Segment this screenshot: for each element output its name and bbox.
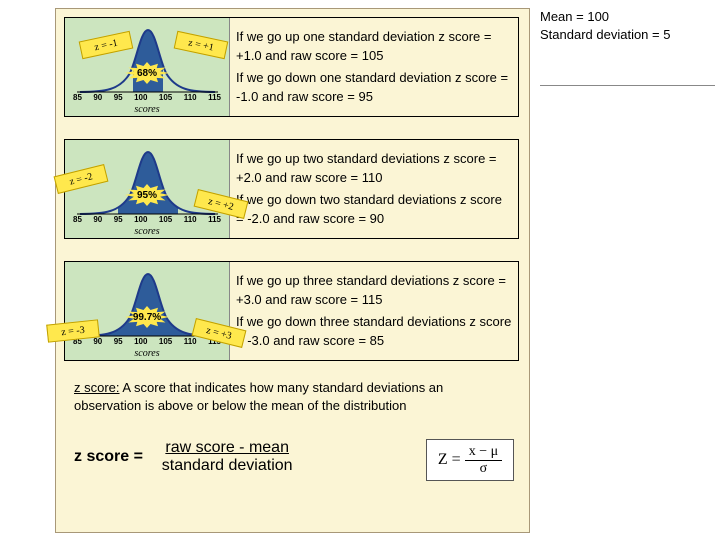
eq-fraction: x − μ σ [465,444,502,477]
description-cell: If we go up one standard deviation z sco… [230,18,518,116]
tick-label: 115 [208,215,221,224]
bell-curve-chart: 99.7%859095100105110115scoresz = -3z = +… [65,262,230,360]
down-text: If we go down three standard deviations … [236,313,512,349]
eq-lhs: Z = [438,451,461,469]
eq-denominator: σ [465,461,502,477]
tick-label: 115 [208,93,221,102]
formula-lhs: z score = [74,448,147,465]
tick-label: 100 [134,215,147,224]
axis-ticks: 85 90 95 100 105 110 115 [73,215,221,224]
distribution-row: 99.7%859095100105110115scoresz = -3z = +… [64,261,519,361]
up-text: If we go up two standard deviations z sc… [236,150,512,186]
up-text: If we go up one standard deviation z sco… [236,28,512,64]
distribution-row: 95%859095100105110115scoresz = -2z = +2I… [64,139,519,239]
up-text: If we go up three standard deviations z … [236,272,512,308]
formula-denominator: standard deviation [153,457,301,475]
description-cell: If we go up three standard deviations z … [230,262,518,360]
tick-label: 105 [159,215,172,224]
axis-label: scores [65,104,229,115]
axis-label: scores [65,226,229,237]
tick-label: 110 [184,337,197,346]
axis-ticks: 85 90 95 100 105 110 115 [73,93,221,102]
eq-numerator: x − μ [465,444,502,461]
tick-label: 95 [114,215,123,224]
axis-label: scores [65,348,229,359]
sd-text: Standard deviation = 5 [540,26,670,44]
tick-label: 100 [134,337,147,346]
distribution-row: 68%859095100105110115scoresz = -1z = +1I… [64,17,519,117]
divider [540,85,715,86]
tick-label: 110 [184,215,197,224]
parameters-info: Mean = 100 Standard deviation = 5 [540,8,670,44]
bell-curve-chart: 68%859095100105110115scoresz = -1z = +1 [65,18,230,116]
tick-label: 105 [159,93,172,102]
bell-curve-chart: 95%859095100105110115scoresz = -2z = +2 [65,140,230,238]
description-cell: If we go up two standard deviations z sc… [230,140,518,238]
formula-fraction: raw score - mean standard deviation [153,439,301,475]
formula-symbolic: Z = x − μ σ [426,439,514,481]
tick-label: 85 [73,93,82,102]
formula-numerator: raw score - mean [153,439,301,457]
tick-label: 105 [159,337,172,346]
down-text: If we go down one standard deviation z s… [236,69,512,105]
tick-label: 110 [184,93,197,102]
tick-label: 100 [134,93,147,102]
zscore-definition: z score: A score that indicates how many… [74,379,504,415]
tick-label: 95 [114,337,123,346]
tick-label: 90 [93,93,102,102]
zscore-label: z score: [74,380,120,395]
tick-label: 90 [93,337,102,346]
axis-ticks: 859095100105110115 [73,337,221,346]
tick-label: 90 [93,215,102,224]
tick-label: 95 [114,93,123,102]
mean-text: Mean = 100 [540,8,670,26]
tick-label: 85 [73,215,82,224]
zscore-def-text: A score that indicates how many standard… [74,380,443,413]
main-panel: 99.7%859095100105110115scoresz = -3z = +… [55,8,530,533]
down-text: If we go down two standard deviations z … [236,191,512,227]
